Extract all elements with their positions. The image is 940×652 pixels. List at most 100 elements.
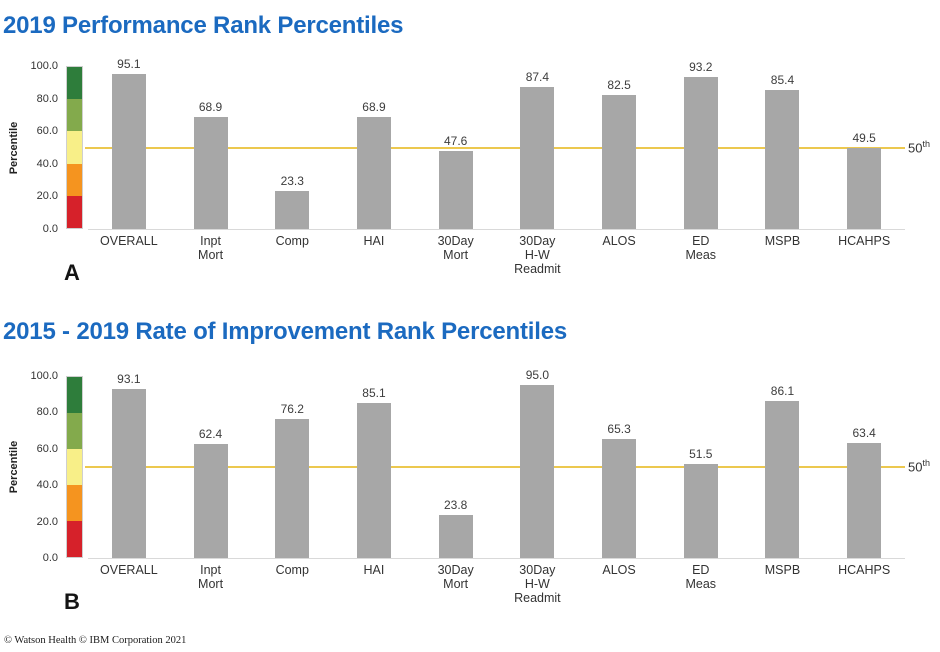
bar-series: 93.1 62.4 76.2 85.1 23.8 95.0 65.3 51.5 86.1 63.4: [88, 368, 905, 558]
bar-hcahps: [847, 148, 882, 229]
bar-30day-h-w-readmit: [520, 86, 555, 229]
category-label: HAI: [363, 563, 385, 577]
bar-value-label: 93.2: [689, 60, 713, 75]
category-label: HCAHPS: [838, 563, 891, 577]
bar-hcahps: [847, 442, 882, 558]
scale-band: [67, 99, 82, 132]
ref-label-number: 50: [908, 459, 923, 475]
bar-slot: 93.2: [660, 60, 742, 229]
y-tick-label: 60.0: [36, 125, 58, 138]
bar-30day-h-w-readmit: [520, 385, 555, 558]
bar-value-label: 93.1: [117, 371, 141, 386]
scale-band: [67, 195, 82, 229]
bar-slot: 95.0: [497, 368, 579, 558]
bar-slot: 23.3: [251, 66, 333, 229]
bar-series: 95.1 68.9 23.3 68.9 47.6 87.4 82.5 93.2 85.4 49.5: [88, 57, 905, 229]
y-tick-label: 80.0: [36, 406, 58, 419]
bar-slot: 76.2: [251, 376, 333, 558]
bar-value-label: 65.3: [607, 422, 631, 437]
plot-area: 95.1 68.9 23.3 68.9 47.6 87.4 82.5 93.2 85.4 49.5: [85, 57, 905, 230]
fiftieth-percentile-line: [85, 466, 905, 468]
bar-overall: [111, 388, 146, 558]
scale-band: [67, 413, 82, 449]
bar-slot: 62.4: [170, 376, 252, 558]
bar-slot: 68.9: [170, 66, 252, 229]
copyright-footer: © Watson Health © IBM Corporation 2021: [4, 635, 187, 646]
category-label: OVERALL: [100, 234, 158, 248]
y-tick-label: 40.0: [36, 157, 58, 170]
bar-value-label: 51.5: [689, 447, 713, 462]
category-label: MSPB: [764, 234, 801, 248]
y-tick-label: 40.0: [36, 479, 58, 492]
percentile-color-scale: [66, 66, 83, 229]
bar-slot: 82.5: [578, 66, 660, 229]
bar-slot: 63.4: [823, 376, 905, 558]
bar-slot: 49.5: [823, 66, 905, 229]
bar-mspb: [765, 89, 800, 229]
bar-value-label: 62.4: [198, 427, 223, 442]
bar-inpt-mort: [193, 116, 228, 229]
scale-band: [67, 67, 82, 100]
bar-comp: [275, 191, 310, 229]
bar-value-label: 47.6: [443, 134, 468, 149]
x-axis-category-labels: OVERALL Inpt Mort Comp HAI 30Day Mort 30Day H-W R…: [88, 234, 905, 276]
scale-band: [67, 377, 82, 413]
bar-slot: 68.9: [333, 66, 415, 229]
scale-band: [67, 521, 82, 557]
category-label: MSPB: [764, 563, 801, 577]
bar-value-label: 23.3: [280, 174, 304, 189]
bar-slot: 85.4: [742, 66, 824, 229]
scale-band: [67, 163, 82, 196]
y-tick-label: 100.0: [30, 60, 58, 72]
ref-label-number: 50: [908, 139, 923, 155]
bar-value-label: 63.4: [852, 425, 876, 440]
bar-slot: 95.1: [88, 57, 170, 229]
scale-band: [67, 131, 82, 164]
plot-area: 93.1 62.4 76.2 85.1 23.8 95.0 65.3 51.5 86.1 63.4: [85, 368, 905, 559]
panel-letter-b: B: [64, 589, 80, 614]
bar-hai: [356, 403, 391, 558]
category-label: Inpt Mort: [198, 234, 224, 262]
y-tick-label: 80.0: [36, 92, 58, 105]
y-tick-label: 60.0: [36, 442, 58, 455]
ref-label-ordinal: th: [922, 458, 930, 468]
panel-letter-a: A: [64, 260, 80, 285]
category-label: HCAHPS: [838, 234, 891, 248]
bar-mspb: [765, 401, 800, 558]
y-tick-label: 20.0: [36, 190, 58, 203]
scale-band: [67, 449, 82, 485]
bar-value-label: 95.1: [117, 57, 141, 71]
bar-30day-mort: [438, 514, 473, 558]
bar-slot: 23.8: [415, 376, 497, 558]
bar-value-label: 49.5: [852, 131, 876, 146]
bar-value-label: 82.5: [607, 77, 631, 92]
bar-slot: 65.3: [578, 376, 660, 558]
fiftieth-percentile-label: 50th: [908, 458, 930, 474]
bar-slot: 85.1: [333, 376, 415, 558]
chart-a-title: 2019 Performance Rank Percentiles: [3, 12, 404, 39]
bar-slot: 87.4: [497, 66, 579, 229]
bar-alos: [602, 94, 637, 229]
fiftieth-percentile-label: 50th: [908, 139, 930, 155]
bar-ed-meas: [683, 464, 718, 558]
y-tick-label: 0.0: [42, 552, 58, 564]
category-label: ED Meas: [685, 563, 717, 591]
bar-value-label: 85.1: [362, 386, 386, 401]
bar-value-label: 76.2: [280, 402, 304, 417]
y-tick-label: 20.0: [36, 515, 58, 528]
ref-label-ordinal: th: [922, 138, 930, 149]
bar-hai: [356, 116, 391, 229]
bar-overall: [111, 74, 146, 229]
bar-ed-meas: [683, 77, 718, 229]
bar-value-label: 68.9: [362, 99, 386, 114]
bar-slot: 51.5: [660, 376, 742, 558]
category-label: ED Meas: [685, 234, 717, 262]
category-label: 30Day H-W Readmit: [514, 563, 561, 605]
bar-value-label: 86.1: [770, 384, 795, 399]
y-tick-label: 100.0: [30, 370, 58, 382]
bar-comp: [275, 419, 310, 558]
scale-band: [67, 485, 82, 521]
category-label: Inpt Mort: [198, 563, 224, 591]
bar-value-label: 95.0: [525, 368, 550, 383]
